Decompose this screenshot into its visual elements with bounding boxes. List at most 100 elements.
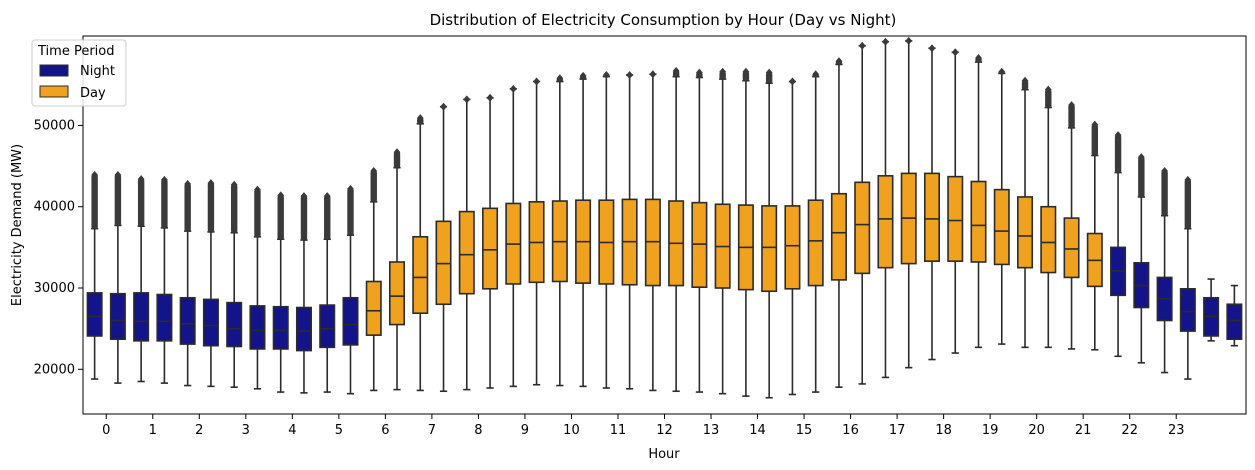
x-tick-label: 11 xyxy=(610,423,627,438)
x-tick-label: 8 xyxy=(474,423,482,438)
box-iqr xyxy=(1063,217,1080,279)
box-hour-3-night xyxy=(226,180,243,388)
box-hour-17-day xyxy=(900,36,917,369)
x-axis-label: Hour xyxy=(648,447,680,462)
outlier-marker xyxy=(370,166,378,175)
outlier-marker xyxy=(626,71,634,80)
box-hour-20-day xyxy=(1040,85,1057,349)
box-iqr xyxy=(830,192,847,281)
outlier-band xyxy=(347,188,354,236)
box-hour-4-night xyxy=(272,191,289,393)
x-tick-label: 4 xyxy=(288,423,296,438)
box-hour-5-night xyxy=(342,184,359,395)
x-tick-label: 9 xyxy=(521,423,529,438)
outlier-marker xyxy=(789,77,796,86)
outlier-marker xyxy=(277,191,285,200)
x-tick-label: 3 xyxy=(242,423,250,438)
outlier-marker xyxy=(649,70,657,79)
box-iqr xyxy=(993,188,1010,266)
box-iqr xyxy=(156,293,173,342)
box-iqr xyxy=(458,210,475,295)
box-hour-21-night xyxy=(1110,131,1127,358)
outlier-marker xyxy=(951,48,959,57)
box-hour-18-day xyxy=(947,48,964,354)
box-iqr xyxy=(1040,205,1057,274)
outlier-band xyxy=(137,179,145,227)
box-iqr xyxy=(644,198,661,287)
outlier-marker xyxy=(905,36,913,45)
x-tick-label: 1 xyxy=(149,423,157,438)
box-hour-23-night xyxy=(1226,284,1243,347)
box-hour-16-day xyxy=(854,41,871,385)
outlier-band xyxy=(393,152,401,168)
y-tick-label: 20000 xyxy=(34,362,75,377)
x-tick-label: 22 xyxy=(1121,423,1138,438)
box-hour-6-day xyxy=(365,166,382,392)
box-hour-9-day xyxy=(505,84,522,388)
x-tick-label: 5 xyxy=(335,423,343,438)
box-hour-22-night xyxy=(1156,166,1173,374)
legend-swatch-night xyxy=(39,64,69,77)
outlier-marker xyxy=(672,66,680,75)
box-hour-19-day xyxy=(970,53,987,349)
box-hour-23-night xyxy=(1203,278,1220,342)
box-iqr xyxy=(226,301,243,348)
outlier-marker xyxy=(1161,166,1168,175)
outlier-marker xyxy=(1114,131,1122,140)
outlier-marker xyxy=(137,175,145,184)
outlier-marker xyxy=(486,93,494,102)
outlier-band xyxy=(277,195,284,240)
box-hour-21-day xyxy=(1086,120,1103,351)
box-iqr xyxy=(319,304,336,349)
legend-swatch-day xyxy=(39,85,69,98)
outlier-marker xyxy=(1044,85,1052,94)
box-hour-9-day xyxy=(528,77,545,386)
box-iqr xyxy=(249,305,266,350)
outlier-band xyxy=(254,189,261,237)
outlier-marker xyxy=(91,171,99,180)
x-tick-label: 6 xyxy=(381,423,389,438)
x-tick-label: 16 xyxy=(842,423,859,438)
outlier-marker xyxy=(1137,153,1145,162)
box-iqr xyxy=(202,298,219,347)
outlier-band xyxy=(207,183,215,232)
box-hour-15-day xyxy=(784,77,801,396)
box-iqr xyxy=(412,235,429,314)
box-hour-1-night xyxy=(156,175,173,384)
box-hour-11-day xyxy=(598,71,615,389)
outlier-band xyxy=(114,175,122,226)
outlier-marker xyxy=(1184,175,1192,184)
x-tick-label: 21 xyxy=(1075,423,1092,438)
x-tick-label: 19 xyxy=(982,423,999,438)
box-hour-23-night xyxy=(1179,175,1196,380)
x-axis: 0 1 2 3 4 5 6 7 8 9 10 11 12 13 14 15 16 17 18 19 20 21 22 23 xyxy=(102,414,1184,438)
outlier-band xyxy=(1045,89,1052,108)
outlier-marker xyxy=(835,57,843,66)
box-hour-8-day xyxy=(482,93,499,389)
outlier-band xyxy=(1114,135,1122,173)
legend-title: Time Period xyxy=(37,44,114,59)
outlier-marker xyxy=(1091,120,1099,129)
y-tick-label: 40000 xyxy=(34,200,75,215)
box-iqr xyxy=(970,180,987,263)
outlier-band xyxy=(324,196,331,240)
outlier-marker xyxy=(230,180,238,189)
x-tick-label: 23 xyxy=(1168,423,1185,438)
outlier-marker xyxy=(719,67,727,76)
box-hour-21-day xyxy=(1063,101,1080,350)
outlier-marker xyxy=(998,67,1006,76)
box-hour-19-day xyxy=(993,67,1010,345)
x-tick-label: 14 xyxy=(749,423,766,438)
box-iqr xyxy=(807,199,824,287)
x-tick-label: 7 xyxy=(428,423,436,438)
outlier-marker xyxy=(579,71,587,80)
outlier-marker xyxy=(254,185,261,194)
box-iqr xyxy=(1226,303,1243,341)
box-hour-12-day xyxy=(644,70,661,392)
outlier-marker xyxy=(556,74,564,83)
outlier-band xyxy=(1161,170,1168,216)
outlier-marker xyxy=(928,44,936,53)
box-hour-7-day xyxy=(412,114,429,392)
box-hour-13-day xyxy=(691,68,708,393)
box-hour-17-day xyxy=(877,37,894,379)
